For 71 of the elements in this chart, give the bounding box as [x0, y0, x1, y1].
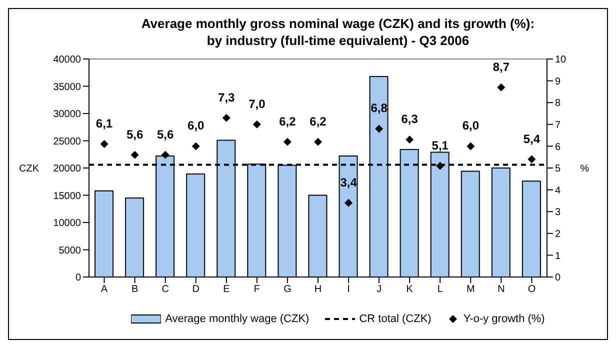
y-tick-label: 15000 [53, 190, 82, 202]
data-label: 6,8 [370, 101, 388, 116]
y2-axis-title: % [580, 164, 590, 175]
x-tick-label: L [437, 284, 444, 296]
data-label: 6,1 [96, 116, 113, 131]
point [161, 150, 170, 159]
x-tick-label: E [223, 284, 230, 296]
chart-title: Average monthly gross nominal wage (CZK) and its growth (%): by industry (full-time equivalent) - Q3 2006 [140, 15, 536, 49]
x-tick-label: A [100, 284, 108, 296]
point [497, 83, 506, 92]
y2-tick-label: 3 [555, 207, 561, 218]
x-tick-label: F [254, 284, 260, 296]
point [100, 140, 108, 148]
y2-tick-label: 7 [555, 120, 561, 131]
data-label: 6,2 [310, 114, 327, 128]
point [130, 150, 139, 159]
point [283, 138, 292, 146]
data-label: 6,3 [401, 112, 418, 126]
y2-tick-label: 9 [555, 76, 561, 88]
y2-tick-label: 8 [555, 98, 561, 110]
data-label: 7,0 [248, 96, 266, 111]
y-tick-label: 20000 [53, 164, 82, 175]
legend-label: Average monthly wage (CZK) [165, 313, 310, 325]
y2-tick-label: 4 [555, 185, 561, 196]
point [466, 142, 475, 150]
y2-tick-label: 5 [555, 164, 561, 175]
x-tick-label: C [162, 284, 169, 296]
x-tick-label: N [498, 284, 505, 296]
y-tick-label: 0 [75, 272, 82, 284]
x-tick-label: I [347, 284, 350, 296]
y2-tick-label: 1 [555, 250, 561, 262]
x-tick-label: J [376, 284, 382, 296]
data-label: 8,7 [492, 60, 510, 74]
y2-tick-label: 10 [555, 54, 567, 66]
y-tick-label: 35000 [53, 82, 82, 93]
point [192, 142, 200, 150]
data-label: 5,4 [523, 132, 540, 146]
y2-tick-label: 0 [555, 272, 561, 284]
x-tick-label: B [131, 284, 138, 296]
x-tick-label: D [192, 284, 200, 296]
y-tick-label: 30000 [53, 109, 82, 120]
point [222, 114, 230, 122]
point [436, 162, 444, 170]
x-tick-label: K [406, 284, 414, 296]
y-tick-label: 5000 [58, 245, 82, 256]
point [406, 136, 414, 144]
point [375, 124, 384, 133]
data-label: 6,2 [279, 114, 296, 128]
data-label: 5,1 [432, 138, 449, 152]
y2-tick-label: 6 [555, 142, 561, 153]
point [528, 155, 536, 164]
data-label: 7,3 [218, 90, 236, 104]
y-tick-label: 10000 [53, 218, 82, 230]
point [344, 198, 353, 207]
data-label: 3,4 [340, 175, 358, 190]
x-tick-label: G [284, 284, 292, 296]
point [314, 138, 322, 146]
y2-tick-label: 2 [555, 228, 561, 240]
y-tick-label: 40000 [53, 54, 82, 66]
y-tick-label: 25000 [53, 136, 82, 148]
data-label: 6,0 [188, 118, 205, 133]
data-label: 6,0 [462, 118, 480, 133]
point [252, 120, 261, 128]
data-label: 5,6 [126, 127, 144, 142]
x-tick-label: O [528, 284, 536, 296]
legend-label: CR total (CZK) [359, 313, 432, 325]
data-label: 5,6 [156, 127, 174, 142]
x-tick-label: H [314, 284, 322, 296]
x-tick-label: M [466, 284, 475, 296]
y-axis-title: CZK [19, 164, 40, 175]
legend-label: Y-o-y growth (%) [463, 313, 545, 325]
